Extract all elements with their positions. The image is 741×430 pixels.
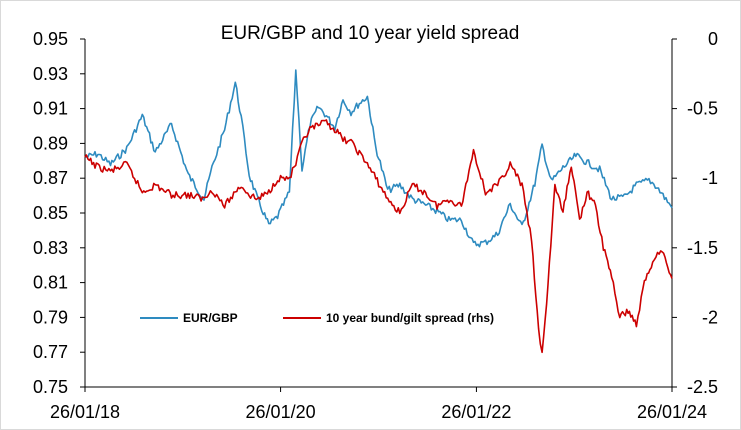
y-right-tick-label: -1 [702, 168, 718, 188]
y-left-tick-label: 0.87 [33, 168, 68, 188]
y-left-tick-label: 0.77 [33, 342, 68, 362]
axes: 0.95 0.93 0.91 0.89 0.87 0.85 0.83 0.81 0.79 0.77… [33, 29, 718, 422]
x-tick-label: 26/01/20 [246, 402, 316, 422]
x-tick-label: 26/01/24 [637, 402, 707, 422]
y-left-tick-label: 0.95 [33, 29, 68, 49]
y-left-tick-label: 0.85 [33, 203, 68, 223]
legend: EUR/GBP 10 year bund/gilt spread (rhs) [140, 311, 494, 325]
y-right-tick-label: -2.5 [687, 377, 718, 397]
y-left-tick-label: 0.81 [33, 273, 68, 293]
series-line [84, 69, 673, 248]
y-left-tick-label: 0.83 [33, 238, 68, 258]
y-right-tick-label: -0.5 [687, 99, 718, 119]
x-tick-label: 26/01/18 [50, 402, 120, 422]
y-right-tick-label: 0 [708, 29, 718, 49]
y-left-tick-label: 0.91 [33, 99, 68, 119]
legend-label: EUR/GBP [183, 311, 238, 325]
series-layer [84, 69, 673, 354]
y-left-tick-label: 0.89 [33, 133, 68, 153]
y-right-tick-label: -2 [702, 307, 718, 327]
y-left-tick-label: 0.75 [33, 377, 68, 397]
y-left-tick-label: 0.93 [33, 64, 68, 84]
chart-title: EUR/GBP and 10 year yield spread [221, 23, 520, 44]
legend-label: 10 year bund/gilt spread (rhs) [326, 311, 494, 325]
series-line [84, 119, 673, 354]
y-left-tick-label: 0.79 [33, 307, 68, 327]
y-right-tick-label: -1.5 [687, 238, 718, 258]
x-tick-label: 26/01/22 [441, 402, 511, 422]
